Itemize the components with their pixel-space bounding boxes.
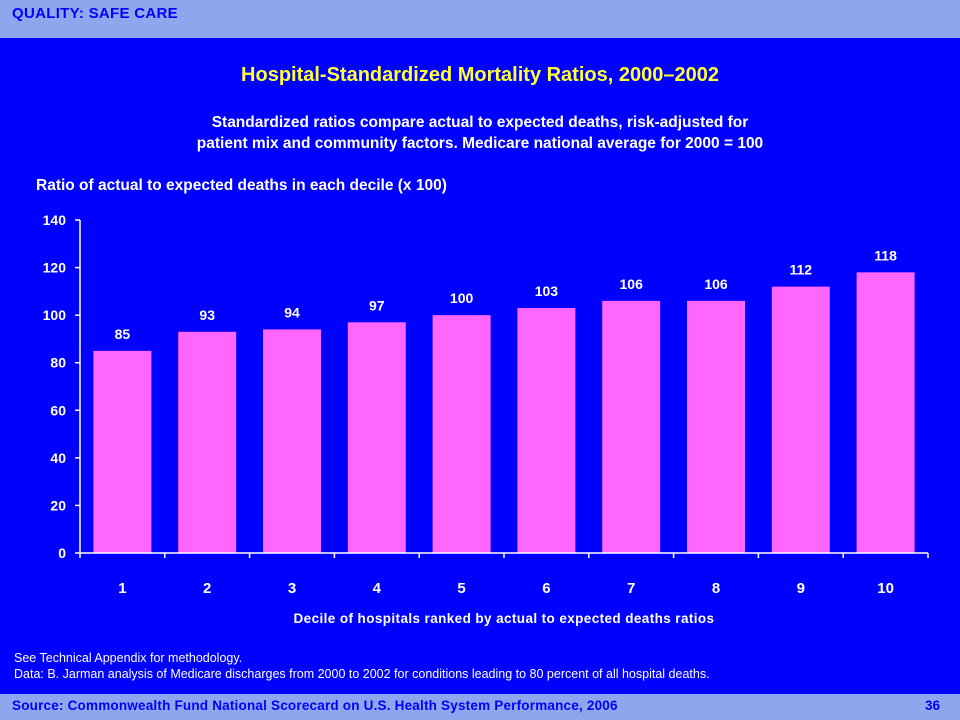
bar <box>347 322 406 553</box>
y-tick-label: 140 <box>43 212 67 228</box>
subtitle-line-1: Standardized ratios compare actual to ex… <box>211 114 749 131</box>
y-tick-label: 120 <box>43 260 67 276</box>
x-tick-label: 4 <box>373 580 382 597</box>
footer-band: Source: Commonwealth Fund National Score… <box>0 694 960 720</box>
bar <box>517 308 576 553</box>
data-label: 94 <box>284 304 300 320</box>
y-tick-label: 0 <box>58 545 66 561</box>
x-tick-label: 6 <box>542 580 550 597</box>
source-text: Source: Commonwealth Fund National Score… <box>12 698 618 713</box>
data-label: 106 <box>620 276 644 292</box>
footnotes: See Technical Appendix for methodology. … <box>14 650 710 682</box>
subtitle-line-2: patient mix and community factors. Medic… <box>196 135 764 152</box>
x-tick-label: 10 <box>877 580 894 597</box>
data-label: 118 <box>874 247 897 263</box>
page-number: 36 <box>924 698 940 713</box>
bar <box>432 315 491 553</box>
bar <box>771 286 830 553</box>
data-note: Data: B. Jarman analysis of Medicare dis… <box>14 667 710 681</box>
y-tick-label: 40 <box>50 450 66 466</box>
x-tick-label: 7 <box>627 580 635 597</box>
bar <box>178 331 237 553</box>
bar <box>602 300 661 553</box>
bar <box>687 300 745 553</box>
x-axis-label: Decile of hospitals ranked by actual to … <box>293 611 715 626</box>
bar <box>263 329 321 553</box>
x-tick-label: 3 <box>288 580 296 597</box>
methodology-note: See Technical Appendix for methodology. <box>14 651 243 665</box>
y-tick-label: 80 <box>50 355 66 371</box>
x-tick-label: 8 <box>712 580 720 597</box>
data-label: 106 <box>704 276 728 292</box>
data-label: 112 <box>790 262 813 278</box>
data-label: 85 <box>115 326 131 342</box>
data-label: 93 <box>199 307 215 323</box>
chart-subtitle: Standardized ratios compare actual to ex… <box>120 112 840 154</box>
bar <box>93 350 152 553</box>
data-label: 97 <box>369 297 385 313</box>
x-tick-label: 2 <box>203 580 211 597</box>
x-tick-label: 5 <box>457 580 465 597</box>
y-tick-label: 100 <box>43 307 67 323</box>
x-tick-label: 1 <box>118 580 126 597</box>
y-tick-label: 60 <box>50 402 66 418</box>
y-tick-label: 20 <box>50 497 66 513</box>
chart-title: Hospital-Standardized Mortality Ratios, … <box>241 64 719 86</box>
bar <box>856 272 915 553</box>
header-band: QUALITY: SAFE CARE <box>0 0 960 38</box>
data-label: 100 <box>450 290 474 306</box>
data-label: 103 <box>535 283 559 299</box>
y-axis-label: Ratio of actual to expected deaths in ea… <box>36 177 447 194</box>
section-label: QUALITY: SAFE CARE <box>12 5 178 22</box>
x-tick-label: 9 <box>797 580 805 597</box>
